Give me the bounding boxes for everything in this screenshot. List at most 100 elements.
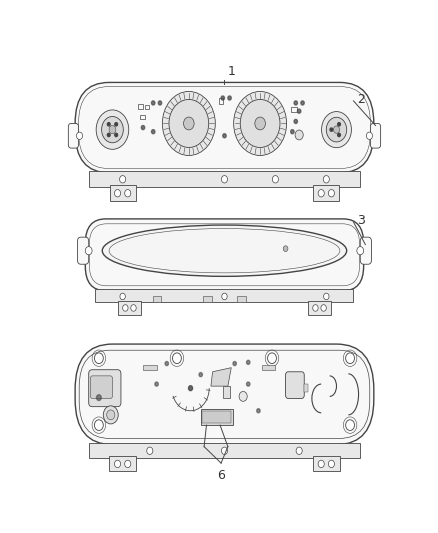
Text: 3: 3	[357, 214, 365, 227]
Bar	[307, 301, 332, 314]
Circle shape	[141, 126, 145, 130]
FancyBboxPatch shape	[90, 376, 113, 399]
Circle shape	[184, 117, 194, 130]
Circle shape	[165, 361, 169, 366]
Bar	[203, 296, 212, 302]
Circle shape	[240, 100, 280, 148]
Bar	[314, 185, 339, 200]
Circle shape	[328, 460, 335, 467]
FancyBboxPatch shape	[88, 370, 121, 407]
Circle shape	[283, 246, 288, 252]
Circle shape	[295, 130, 303, 140]
Circle shape	[85, 247, 92, 255]
Circle shape	[103, 406, 118, 424]
Circle shape	[222, 293, 227, 300]
Circle shape	[338, 123, 340, 126]
Circle shape	[95, 420, 103, 431]
Circle shape	[357, 247, 364, 255]
Circle shape	[107, 133, 110, 136]
FancyBboxPatch shape	[85, 219, 364, 290]
Bar	[88, 443, 360, 458]
Bar	[88, 172, 360, 187]
Bar	[145, 105, 149, 109]
Circle shape	[301, 101, 304, 105]
Circle shape	[147, 447, 153, 455]
FancyBboxPatch shape	[286, 372, 304, 399]
Circle shape	[95, 353, 103, 364]
Bar	[223, 386, 230, 399]
Circle shape	[107, 410, 115, 420]
FancyBboxPatch shape	[68, 124, 78, 148]
Circle shape	[96, 395, 101, 400]
Circle shape	[155, 382, 158, 386]
Circle shape	[239, 391, 247, 401]
Circle shape	[125, 190, 131, 197]
Circle shape	[222, 447, 227, 455]
Bar	[202, 411, 231, 423]
Circle shape	[162, 92, 215, 156]
Circle shape	[346, 353, 354, 364]
Text: 2: 2	[357, 93, 365, 106]
Circle shape	[77, 132, 83, 140]
Bar	[138, 104, 143, 109]
FancyBboxPatch shape	[360, 237, 371, 264]
Bar	[109, 456, 136, 471]
Circle shape	[272, 175, 279, 183]
Circle shape	[120, 175, 126, 183]
Circle shape	[114, 190, 120, 197]
Circle shape	[152, 101, 155, 105]
Circle shape	[268, 353, 276, 364]
Circle shape	[346, 420, 354, 431]
Bar	[237, 296, 246, 302]
Circle shape	[228, 96, 231, 100]
Circle shape	[321, 111, 351, 148]
Bar	[304, 384, 307, 392]
Bar	[291, 107, 297, 112]
Circle shape	[294, 101, 297, 105]
Bar	[219, 98, 223, 104]
Circle shape	[297, 109, 301, 113]
Circle shape	[328, 190, 335, 197]
Circle shape	[222, 175, 227, 183]
Bar	[117, 301, 141, 314]
Text: 1: 1	[228, 66, 236, 78]
Circle shape	[109, 126, 116, 134]
Circle shape	[233, 92, 286, 156]
Polygon shape	[211, 368, 231, 386]
Circle shape	[294, 119, 297, 124]
Circle shape	[96, 110, 129, 149]
Ellipse shape	[102, 225, 347, 276]
Circle shape	[330, 128, 333, 131]
Circle shape	[255, 117, 265, 130]
FancyBboxPatch shape	[371, 124, 381, 148]
Circle shape	[123, 305, 128, 311]
Circle shape	[223, 134, 226, 138]
FancyBboxPatch shape	[75, 344, 374, 445]
Circle shape	[291, 130, 294, 134]
Circle shape	[247, 382, 250, 386]
Circle shape	[318, 460, 324, 467]
Circle shape	[366, 132, 372, 140]
Circle shape	[296, 447, 302, 455]
Circle shape	[120, 293, 125, 300]
Circle shape	[323, 175, 329, 183]
Circle shape	[125, 460, 131, 467]
Circle shape	[257, 409, 260, 413]
Circle shape	[188, 386, 193, 391]
Circle shape	[114, 460, 120, 467]
Circle shape	[158, 101, 162, 105]
Circle shape	[173, 353, 181, 364]
Circle shape	[318, 190, 324, 197]
Circle shape	[324, 293, 329, 300]
Circle shape	[169, 100, 208, 148]
FancyBboxPatch shape	[78, 237, 88, 264]
Bar	[110, 185, 135, 200]
Bar	[152, 296, 161, 302]
Bar	[201, 409, 233, 425]
Bar	[313, 456, 340, 471]
Circle shape	[247, 360, 250, 365]
Circle shape	[338, 133, 340, 136]
Bar	[140, 115, 145, 119]
Circle shape	[115, 123, 117, 126]
FancyBboxPatch shape	[75, 83, 374, 173]
